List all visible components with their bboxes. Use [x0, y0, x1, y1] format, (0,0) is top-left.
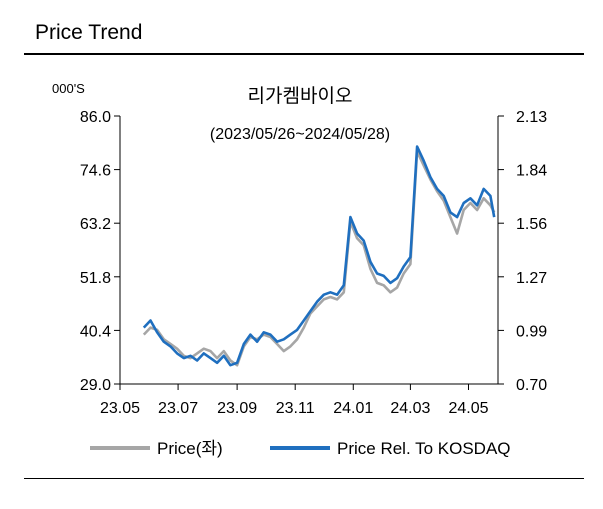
x-axis: 23.05 23.07 23.09 23.11 24.01 24.03 24.05: [100, 384, 489, 417]
y-right-tick-label: 0.99: [516, 323, 547, 340]
price-series-line: [142, 150, 496, 367]
series-lines: [142, 145, 496, 367]
chart-subtitle: (2023/05/26~2024/05/28): [210, 126, 390, 143]
x-tick-label: 24.05: [448, 400, 488, 417]
chart-title: 리가켐바이오: [248, 85, 353, 107]
y-left-axis: 86.0 74.6 63.2 51.8 40.4 29.0: [80, 109, 120, 394]
legend-price-label: Price(좌): [157, 439, 223, 458]
y-right-tick-label: 1.27: [516, 270, 547, 287]
x-tick-label: 24.03: [390, 400, 430, 417]
y-unit-label: 000'S: [52, 81, 85, 96]
x-tick-label: 24.01: [333, 400, 373, 417]
y-right-tick-label: 0.70: [516, 377, 547, 394]
header-rule: [24, 53, 584, 55]
y-left-tick-label: 51.8: [80, 270, 111, 287]
x-tick-label: 23.05: [100, 400, 140, 417]
plot-frame: [119, 116, 499, 385]
x-tick-label: 23.09: [217, 400, 257, 417]
y-right-tick-label: 1.56: [516, 216, 547, 233]
y-left-tick-label: 86.0: [80, 109, 111, 126]
y-right-tick-label: 2.13: [516, 109, 547, 126]
x-tick-label: 23.11: [276, 400, 315, 417]
footer-rule: [24, 478, 584, 479]
y-right-axis: 2.13 1.84 1.56 1.27 0.99 0.70: [498, 109, 547, 394]
y-left-tick-label: 74.6: [80, 163, 111, 180]
y-left-tick-label: 40.4: [80, 323, 111, 340]
y-left-tick-label: 63.2: [80, 216, 111, 233]
legend: Price(좌) Price Rel. To KOSDAQ: [90, 439, 511, 458]
relative-series-line: [142, 145, 496, 367]
legend-relative-label: Price Rel. To KOSDAQ: [337, 439, 511, 458]
x-tick-label: 23.07: [158, 400, 198, 417]
page-title: Price Trend: [35, 21, 143, 44]
y-left-tick-label: 29.0: [80, 377, 111, 394]
y-right-tick-label: 1.84: [516, 163, 547, 180]
